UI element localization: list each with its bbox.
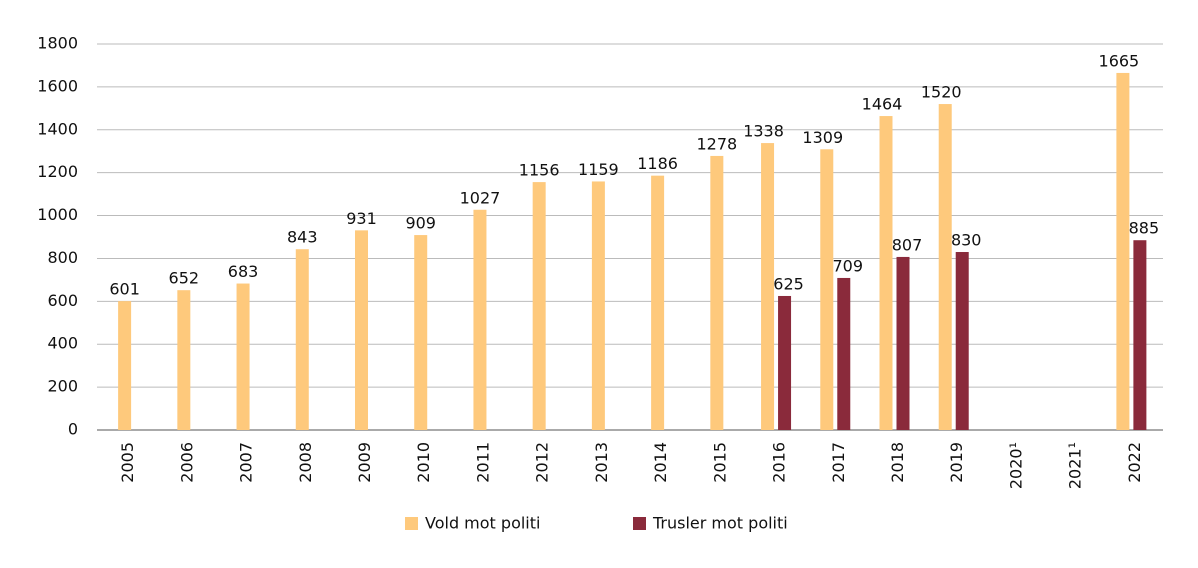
data-label: 1309: [802, 128, 843, 147]
bar: [414, 235, 428, 430]
x-tick-label: 2009: [355, 442, 374, 483]
y-tick-label: 400: [47, 334, 78, 353]
data-label: 625: [773, 274, 804, 293]
data-label: 1156: [519, 161, 560, 180]
data-label: 1159: [578, 160, 619, 179]
legend-swatch: [633, 517, 646, 530]
y-tick-label: 200: [47, 377, 78, 396]
bar: [837, 277, 851, 430]
data-label: 652: [169, 269, 200, 288]
data-label: 931: [346, 209, 377, 228]
data-label: 709: [833, 256, 864, 275]
x-tick-label: 2008: [296, 442, 315, 483]
data-label: 1338: [743, 122, 784, 141]
x-tick-label: 2022: [1125, 442, 1144, 483]
x-tick-label: 2012: [533, 442, 552, 483]
bar: [955, 252, 969, 430]
bar: [1133, 240, 1147, 430]
x-tick-label: 2014: [651, 442, 670, 483]
data-label: 807: [892, 235, 923, 254]
legend-label: Vold mot politi: [425, 514, 540, 533]
y-tick-label: 0: [68, 420, 78, 439]
bar: [710, 155, 724, 430]
bar: [896, 256, 910, 430]
bar: [591, 181, 605, 430]
bar: [532, 182, 546, 430]
x-tick-label: 2019: [947, 442, 966, 483]
data-label: 830: [951, 231, 982, 250]
data-label: 1464: [862, 95, 903, 114]
y-tick-label: 1400: [37, 119, 78, 138]
x-tick-label: 2006: [177, 442, 196, 483]
bar: [295, 249, 309, 430]
x-tick-label: 2007: [237, 442, 256, 483]
x-tick-label: 2020¹: [1006, 442, 1025, 489]
bar: [236, 283, 250, 430]
data-label: 683: [228, 262, 259, 281]
y-tick-label: 1000: [37, 205, 78, 224]
x-tick-label: 2005: [118, 442, 137, 483]
x-tick-label: 2018: [888, 442, 907, 483]
bar: [820, 149, 834, 430]
data-label: 1520: [921, 83, 962, 102]
data-label: 1027: [460, 188, 501, 207]
x-tick-label: 2013: [592, 442, 611, 483]
data-label: 885: [1129, 219, 1160, 238]
data-label: 601: [109, 280, 140, 299]
bar: [473, 209, 487, 430]
legend-swatch: [405, 517, 418, 530]
bar: [1116, 72, 1130, 430]
y-tick-label: 1600: [37, 76, 78, 95]
bar: [177, 290, 191, 430]
x-tick-label: 2016: [770, 442, 789, 483]
bar: [879, 116, 893, 430]
x-tick-label: 2011: [473, 442, 492, 483]
x-tick-label: 2015: [710, 442, 729, 483]
y-tick-label: 1200: [37, 162, 78, 181]
x-tick-label: 2010: [414, 442, 433, 483]
bar: [355, 230, 368, 430]
bar: [938, 104, 952, 431]
data-label: 1665: [1099, 51, 1140, 70]
data-label: 1278: [696, 134, 737, 153]
data-label: 909: [405, 214, 436, 233]
y-tick-label: 800: [47, 248, 78, 267]
x-tick-label: 2017: [829, 442, 848, 483]
bar: [651, 175, 665, 430]
data-label: 1186: [637, 154, 678, 173]
legend-label: Trusler mot politi: [652, 514, 788, 533]
y-tick-label: 1800: [37, 34, 78, 53]
bar: [118, 301, 132, 430]
bar: [778, 295, 792, 430]
data-label: 843: [287, 228, 318, 247]
y-tick-label: 600: [47, 291, 78, 310]
x-tick-label: 2021¹: [1066, 442, 1085, 489]
bar: [761, 143, 775, 430]
